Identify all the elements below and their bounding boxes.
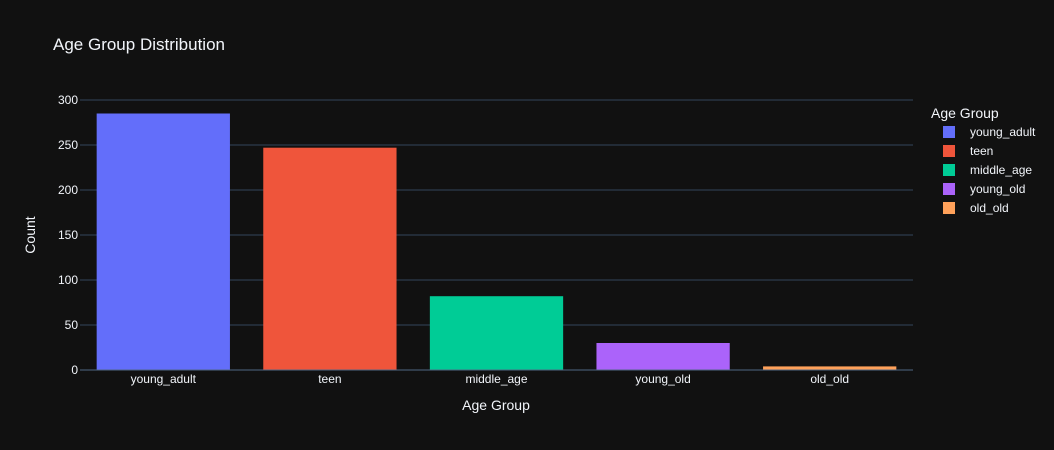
bars — [96, 113, 897, 371]
legend-title: Age Group — [931, 105, 999, 121]
legend-swatch — [943, 183, 955, 195]
x-tick-label: young_adult — [131, 372, 197, 386]
y-tick-label: 150 — [58, 228, 78, 242]
legend-item-young-old[interactable]: young_old — [943, 182, 1025, 196]
x-tick-label: young_old — [635, 372, 690, 386]
legend-label: old_old — [970, 201, 1009, 215]
bar-teen[interactable] — [263, 147, 397, 370]
legend-swatch — [943, 202, 955, 214]
legend-label: middle_age — [970, 163, 1032, 177]
bar-old-old[interactable] — [763, 366, 897, 370]
x-axis-title: Age Group — [462, 397, 530, 413]
bar-middle-age[interactable] — [429, 296, 564, 370]
y-tick-label: 200 — [58, 183, 78, 197]
legend-swatch — [943, 145, 955, 157]
legend-item-young-adult[interactable]: young_adult — [943, 125, 1036, 139]
y-tick-label: 50 — [65, 318, 79, 332]
y-axis-title: Count — [22, 216, 38, 253]
chart-title: Age Group Distribution — [53, 35, 225, 54]
y-tick-label: 300 — [58, 93, 78, 107]
bar-young-old[interactable] — [596, 343, 730, 370]
x-tick-label: teen — [318, 372, 341, 386]
y-tick-label: 250 — [58, 138, 78, 152]
bar-young-adult[interactable] — [96, 113, 230, 371]
legend-item-middle-age[interactable]: middle_age — [943, 163, 1032, 177]
legend-item-teen[interactable]: teen — [943, 144, 993, 158]
x-tick-label: middle_age — [465, 372, 527, 386]
x-axis: young_adult teen middle_age young_old old_ol… — [80, 369, 913, 386]
legend: Age Group young_adultteenmiddle_ageyoung… — [931, 105, 1036, 215]
legend-label: young_adult — [970, 125, 1036, 139]
legend-item-old-old[interactable]: old_old — [943, 201, 1009, 215]
legend-label: young_old — [970, 182, 1025, 196]
x-tick-label: old_old — [810, 372, 849, 386]
legend-label: teen — [970, 144, 993, 158]
y-tick-label: 100 — [58, 273, 78, 287]
y-tick-label: 0 — [71, 363, 78, 377]
y-axis: 0 50 100 150 200 250 300 — [58, 93, 78, 377]
legend-swatch — [943, 126, 955, 138]
legend-swatch — [943, 164, 955, 176]
